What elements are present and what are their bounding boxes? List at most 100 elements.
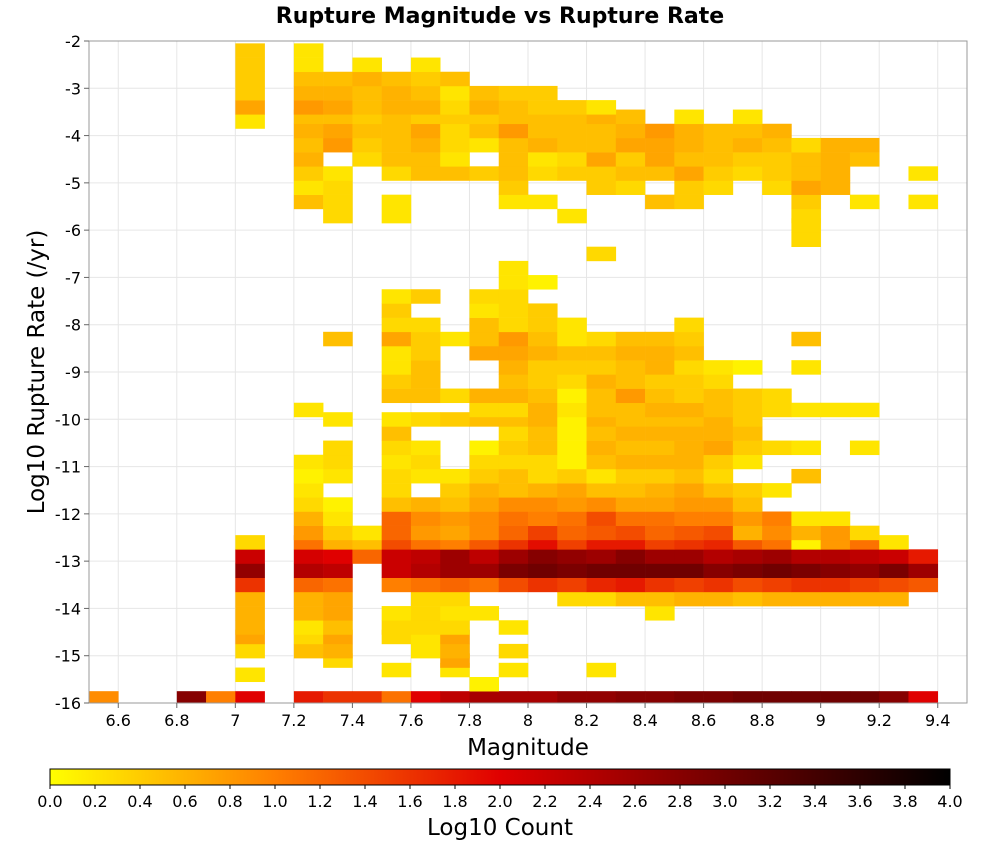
heatmap-cell <box>645 123 675 139</box>
heatmap-cell <box>498 691 529 704</box>
heatmap-cell <box>381 317 412 333</box>
heatmap-cell <box>440 497 470 512</box>
heatmap-cell <box>645 468 675 484</box>
heatmap-cell <box>557 468 587 484</box>
heatmap-cell <box>323 497 353 512</box>
heatmap-cell <box>615 549 646 564</box>
heatmap-cell <box>410 317 441 333</box>
heatmap-cell <box>791 152 821 167</box>
heatmap-cell <box>410 85 441 101</box>
y-tick-label: -14 <box>55 599 81 618</box>
heatmap-cell <box>293 123 324 139</box>
heatmap-cell <box>235 691 265 704</box>
heatmap-cell <box>381 440 412 456</box>
heatmap-cell <box>586 402 617 418</box>
heatmap-cell <box>528 345 558 361</box>
heatmap-cell <box>498 303 529 318</box>
heatmap-cell <box>410 412 441 427</box>
heatmap-cell <box>440 483 470 498</box>
heatmap-cell <box>586 180 617 195</box>
heatmap-cell <box>645 549 675 564</box>
heatmap-cell <box>674 374 704 389</box>
heatmap-cell <box>849 152 880 167</box>
heatmap-cell <box>469 303 500 318</box>
heatmap-cell <box>469 402 500 418</box>
heatmap-cell <box>498 549 529 564</box>
heatmap-cell <box>615 388 646 404</box>
heatmap-cell <box>908 166 939 181</box>
heatmap-cell <box>381 549 412 564</box>
x-tick-label: 6.6 <box>106 711 131 730</box>
heatmap-cell <box>645 525 675 541</box>
heatmap-cell <box>498 563 529 578</box>
colorbar-tick-label: 3.8 <box>892 792 917 811</box>
heatmap-cell <box>732 525 763 541</box>
heatmap-cell <box>498 440 529 456</box>
heatmap-cell <box>323 100 353 115</box>
x-tick-label: 9 <box>816 711 826 730</box>
heatmap-cell <box>557 123 587 139</box>
heatmap-cell <box>703 402 734 418</box>
heatmap-cell <box>352 71 382 87</box>
heatmap-cell <box>381 620 412 635</box>
heatmap-cell <box>235 620 265 635</box>
x-axis-ticks: 6.6 6.8 7 7.2 7.4 7.6 7.8 8 8.2 8.4 8.6 8.8 9 9.2 9.4 <box>106 703 950 730</box>
heatmap-cell <box>323 194 353 210</box>
heatmap-cell <box>674 511 704 526</box>
heatmap-cell <box>820 691 851 704</box>
heatmap-cell <box>498 331 529 347</box>
heatmap-cell <box>469 497 500 512</box>
heatmap-cell <box>323 85 353 101</box>
heatmap-cell <box>703 388 734 404</box>
heatmap-cell <box>323 137 353 153</box>
heatmap-cell <box>381 331 412 347</box>
colorbar-tick-label: 3.6 <box>847 792 872 811</box>
heatmap-cell <box>469 691 500 704</box>
heatmap-cell <box>615 497 646 512</box>
heatmap-cell <box>410 549 441 564</box>
heatmap-cell <box>791 331 821 347</box>
heatmap-cell <box>410 643 441 659</box>
colorbar-tick-label: 1.8 <box>442 792 467 811</box>
heatmap-cell <box>557 208 587 224</box>
heatmap-cell <box>732 591 763 607</box>
heatmap-cell <box>703 426 734 441</box>
heatmap-cell <box>732 440 763 456</box>
heatmap-cell <box>498 497 529 512</box>
heatmap-cell <box>674 577 704 593</box>
y-tick-label: -7 <box>65 268 81 287</box>
heatmap-cell <box>381 166 412 181</box>
heatmap-cell <box>498 388 529 404</box>
heatmap-cell <box>293 454 324 470</box>
heatmap-cell <box>557 483 587 498</box>
heatmap-cell <box>323 440 353 456</box>
heatmap-cell <box>615 577 646 593</box>
heatmap-cell <box>498 275 529 290</box>
heatmap-cell <box>528 426 558 441</box>
heatmap-cell <box>908 549 939 564</box>
heatmap-cell <box>381 563 412 578</box>
colorbar-tick-label: 3.4 <box>802 792 827 811</box>
heatmap-cell <box>528 137 558 153</box>
heatmap-cell <box>645 426 675 441</box>
colorbar-tick-label: 1.6 <box>397 792 422 811</box>
heatmap-cell <box>528 402 558 418</box>
heatmap-cell <box>615 152 646 167</box>
heatmap-cell <box>469 289 500 304</box>
heatmap-cell <box>498 100 529 115</box>
heatmap-cell <box>410 360 441 375</box>
heatmap-cell <box>674 194 704 210</box>
heatmap-cell <box>498 152 529 167</box>
heatmap-cell <box>586 426 617 441</box>
heatmap-cell <box>440 85 470 101</box>
colorbar-tick-label: 1.4 <box>352 792 377 811</box>
heatmap-cell <box>703 166 734 181</box>
heatmap-cell <box>410 468 441 484</box>
heatmap-cell <box>410 691 441 704</box>
y-tick-label: -4 <box>65 127 81 146</box>
heatmap-cell <box>323 454 353 470</box>
heatmap-cell <box>645 511 675 526</box>
heatmap-cell <box>791 563 821 578</box>
heatmap-cell <box>879 535 909 550</box>
heatmap-cell <box>645 483 675 498</box>
